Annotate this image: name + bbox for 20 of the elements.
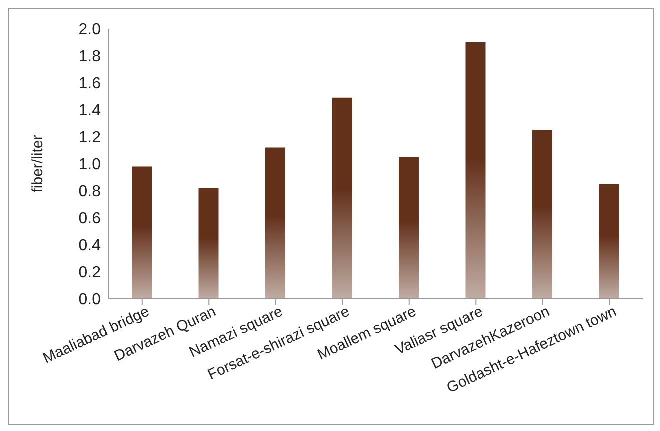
y-tick-label: 1.0 (78, 156, 102, 174)
y-tick-label: 1.6 (78, 76, 102, 93)
bar (399, 157, 419, 299)
y-tick-label: 0.6 (78, 210, 102, 228)
y-tick-label: 2.0 (78, 22, 102, 39)
bar (266, 148, 286, 299)
bar (132, 166, 152, 299)
y-tick-label: 1.4 (78, 102, 102, 120)
bar (466, 42, 486, 299)
y-tick-label: 0.0 (78, 292, 102, 309)
y-tick-label: 0.4 (78, 238, 102, 255)
y-tick-label: 0.2 (78, 264, 102, 282)
bar (599, 184, 620, 299)
y-tick-label: 0.8 (78, 184, 102, 201)
bar (198, 188, 219, 299)
bar (332, 98, 352, 299)
y-tick-label: 1.2 (78, 130, 102, 147)
bar (532, 130, 552, 299)
y-tick-label: 1.8 (78, 48, 102, 66)
y-axis-title: fiber/liter (29, 135, 46, 193)
